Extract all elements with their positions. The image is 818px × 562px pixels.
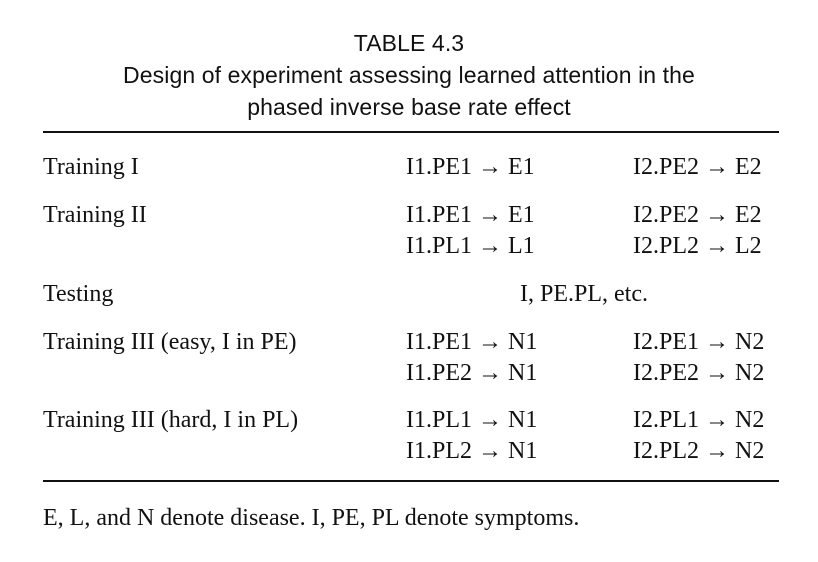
row-label-training-iii-easy: Training III (easy, I in PE) [43, 329, 297, 355]
row-label-training-i: Training I [43, 154, 139, 180]
cell-training-iii-hard-col1-line1: I1.PL1 → N1 [406, 407, 538, 433]
row-label-testing: Testing [43, 281, 114, 307]
table-footnote: E, L, and N denote disease. I, PE, PL de… [43, 505, 580, 531]
table-title-line-1: Design of experiment assessing learned a… [123, 62, 695, 88]
cell-training-iii-easy-col2-line2: I2.PE2 → N2 [633, 360, 765, 386]
table-title-line-2: phased inverse base rate effect [247, 94, 571, 120]
table-number: TABLE 4.3 [353, 30, 465, 56]
top-rule [43, 131, 779, 133]
cell-training-ii-col2-line2: I2.PL2 → L2 [633, 233, 762, 259]
row-label-training-ii: Training II [43, 202, 147, 228]
cell-training-ii-col1-line2: I1.PL1 → L1 [406, 233, 535, 259]
cell-training-ii-col1-line1: I1.PE1 → E1 [406, 202, 535, 228]
cell-training-iii-hard-col2-line1: I2.PL1 → N2 [633, 407, 765, 433]
cell-training-i-col2-line1: I2.PE2 → E2 [633, 154, 762, 180]
cell-training-ii-col2-line1: I2.PE2 → E2 [633, 202, 762, 228]
cell-training-i-col1-line1: I1.PE1 → E1 [406, 154, 535, 180]
bottom-rule [43, 480, 779, 482]
cell-training-iii-hard-col1-line2: I1.PL2 → N1 [406, 438, 538, 464]
cell-training-iii-easy-col1-line1: I1.PE1 → N1 [406, 329, 538, 355]
row-label-training-iii-hard: Training III (hard, I in PL) [43, 407, 299, 433]
cell-training-iii-hard-col2-line2: I2.PL2 → N2 [633, 438, 765, 464]
cell-testing-span: I, PE.PL, etc. [520, 281, 648, 307]
cell-training-iii-easy-col1-line2: I1.PE2 → N1 [406, 360, 538, 386]
cell-training-iii-easy-col2-line1: I2.PE1 → N2 [633, 329, 765, 355]
